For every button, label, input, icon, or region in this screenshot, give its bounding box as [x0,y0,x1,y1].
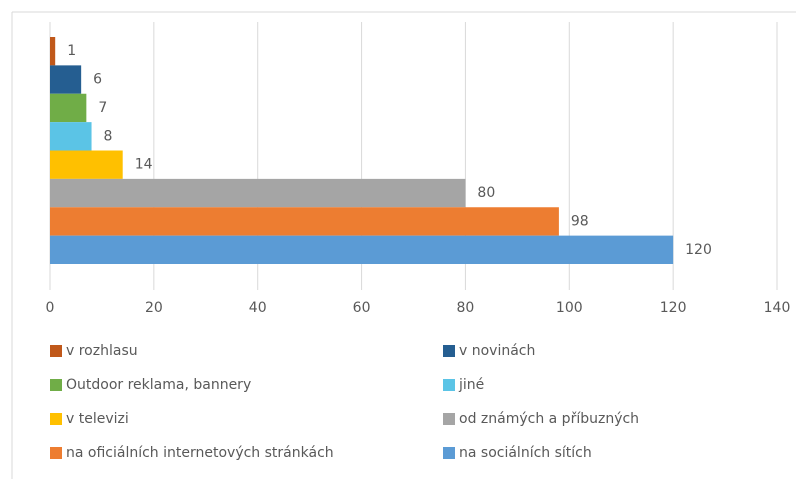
legend-swatch [443,345,455,357]
legend-swatch [50,345,62,357]
legend-label: Outdoor reklama, bannery [66,377,251,393]
x-tick-label: 100 [556,300,583,316]
x-tick-label: 0 [46,300,55,316]
data-label: 1 [67,43,76,59]
legend-swatch [50,447,62,459]
bar [50,65,82,94]
data-label: 120 [685,242,712,258]
legend-label: v novinách [459,343,535,359]
data-label: 8 [104,128,113,144]
x-tick-label: 140 [764,300,791,316]
legend-swatch [50,379,62,391]
bar [50,93,87,123]
x-tick-label: 80 [457,300,475,316]
x-tick-label: 60 [353,300,371,316]
bar [50,207,559,236]
legend-swatch [443,379,455,391]
data-label: 14 [135,157,153,173]
legend-label: jiné [458,377,484,393]
legend-swatch [443,413,455,425]
bar [50,37,56,66]
legend-label: na oficiálních internetových stránkách [66,445,334,461]
legend-swatch [443,447,455,459]
legend-label: v rozhlasu [66,343,138,359]
chart-frame [11,11,796,479]
data-label: 6 [93,72,102,88]
data-label: 80 [477,185,495,201]
legend-swatch [50,413,62,425]
data-label: 98 [571,213,589,229]
x-tick-label: 20 [145,300,163,316]
legend-label: v televizi [66,411,129,427]
legend-label: od známých a příbuzných [459,411,639,427]
x-tick-label: 120 [660,300,687,316]
bar [50,150,123,179]
legend-label: na sociálních sítích [459,445,592,461]
data-label: 7 [98,100,107,116]
x-tick-label: 40 [249,300,267,316]
bar [50,122,92,151]
bar [50,178,466,208]
bar [50,235,674,264]
